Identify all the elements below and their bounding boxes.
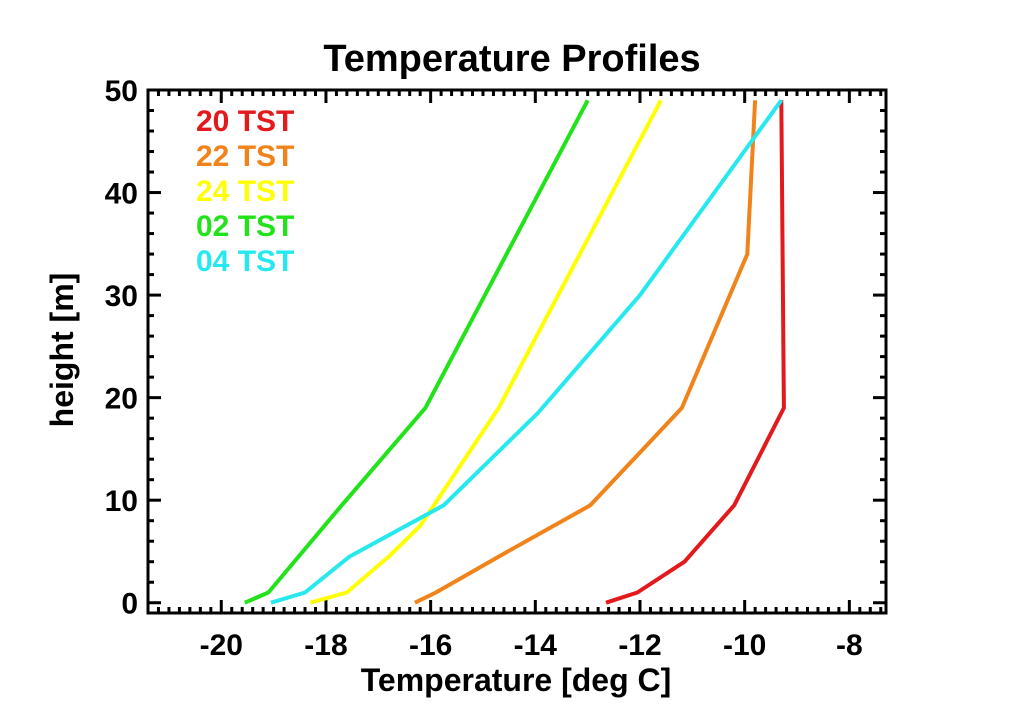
- x-tick-label: -10: [723, 629, 766, 662]
- y-tick-label: 50: [105, 75, 138, 108]
- series-line: [309, 99, 663, 605]
- legend-entry: 20 TST: [196, 105, 294, 138]
- axis-tick-labels: -20 -18 -16 -14 -12 -10 -8 0 10 20 30 40 50: [105, 75, 863, 662]
- x-tick-label: -8: [836, 629, 863, 662]
- legend-entry: 04 TST: [196, 245, 294, 278]
- x-tick-label: -14: [514, 629, 558, 662]
- x-tick-label: -16: [409, 629, 452, 662]
- x-tick-label: -18: [304, 629, 347, 662]
- y-tick-label: 30: [105, 280, 138, 313]
- series-lines: [244, 99, 786, 605]
- series-line: [244, 99, 590, 605]
- x-tick-label: -12: [618, 629, 661, 662]
- plot-frame: [146, 88, 888, 615]
- legend-entry: 22 TST: [196, 140, 294, 173]
- legend-entry: 24 TST: [196, 175, 294, 208]
- series-line: [270, 99, 783, 605]
- y-tick-label: 40: [105, 178, 138, 211]
- legend-entry: 02 TST: [196, 210, 294, 243]
- x-axis-label: Temperature [deg C]: [361, 662, 672, 698]
- chart-title: Temperature Profiles: [323, 38, 700, 80]
- axis-ticks: [146, 88, 886, 613]
- y-axis-label: height [m]: [44, 273, 80, 428]
- x-tick-label: -20: [200, 629, 243, 662]
- y-tick-label: 20: [105, 383, 138, 416]
- y-tick-label: 0: [121, 588, 138, 621]
- y-tick-label: 10: [105, 485, 138, 518]
- series-line: [414, 100, 758, 605]
- series-line: [605, 100, 786, 605]
